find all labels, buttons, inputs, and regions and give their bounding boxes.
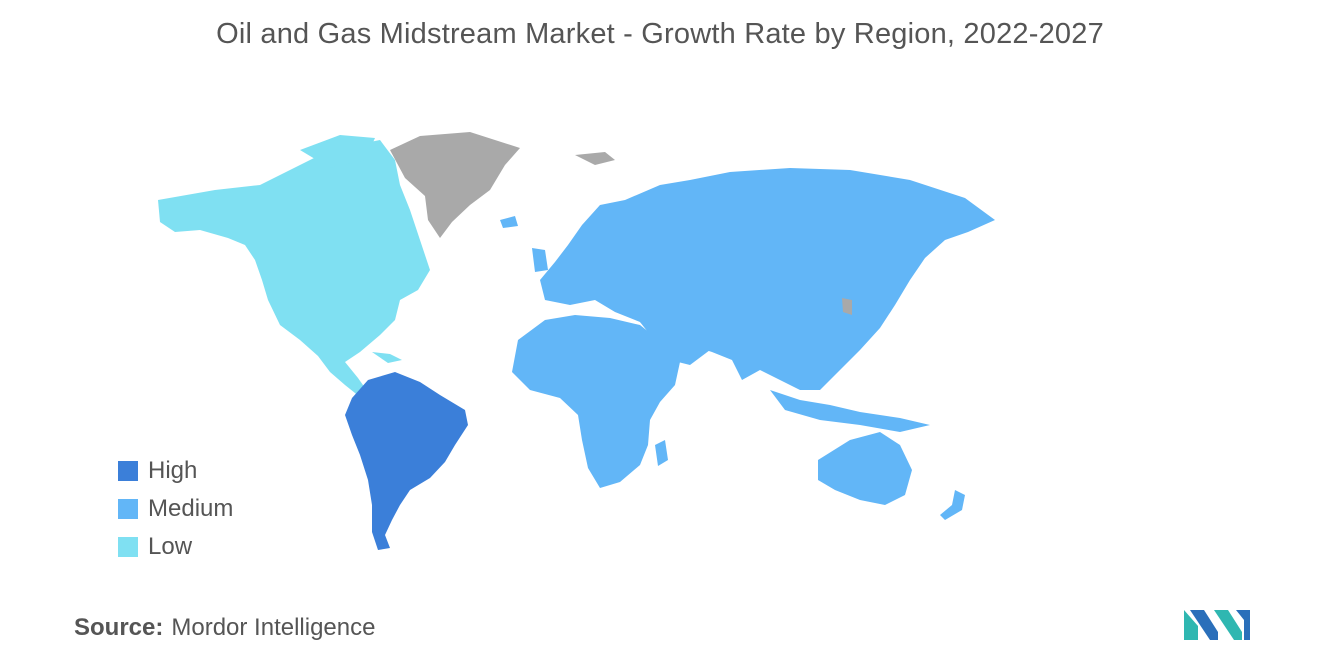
legend-item-medium: Medium: [118, 490, 233, 528]
mordor-intelligence-logo-icon: [1184, 610, 1250, 640]
legend-swatch-high: [118, 461, 138, 481]
map-region-caribbean: [372, 352, 402, 363]
legend-swatch-medium: [118, 499, 138, 519]
source-note: Source: Mordor Intelligence: [74, 614, 375, 642]
map-region-iceland: [500, 216, 518, 228]
map-region-se-asia: [770, 390, 930, 432]
chart-title: Oil and Gas Midstream Market - Growth Ra…: [216, 18, 1104, 50]
map-region-middle-east: [640, 315, 710, 365]
map-region-australia: [818, 432, 912, 505]
legend-swatch-low: [118, 537, 138, 557]
legend-label-high: High: [148, 457, 198, 484]
map-region-svalbard: [575, 152, 615, 165]
map-region-eurasia: [540, 168, 995, 390]
map-region-japan: [860, 275, 882, 330]
map-region-arctic-islands: [300, 135, 375, 168]
source-value: Mordor Intelligence: [171, 614, 376, 641]
map-region-korea: [842, 298, 852, 315]
map-region-uk: [532, 248, 548, 272]
legend-label-low: Low: [148, 533, 193, 560]
map-region-madagascar: [655, 440, 668, 466]
map-region-africa: [512, 315, 680, 488]
map-region-south-america: [345, 372, 468, 550]
legend-label-medium: Medium: [148, 495, 234, 522]
legend-item-high: High: [118, 452, 233, 490]
legend: High Medium Low: [118, 452, 233, 566]
source-label: Source:: [74, 614, 164, 641]
map-region-greenland: [390, 132, 520, 238]
map-region-north-america: [158, 140, 430, 397]
legend-item-low: Low: [118, 528, 233, 566]
map-region-new-zealand: [940, 490, 965, 520]
